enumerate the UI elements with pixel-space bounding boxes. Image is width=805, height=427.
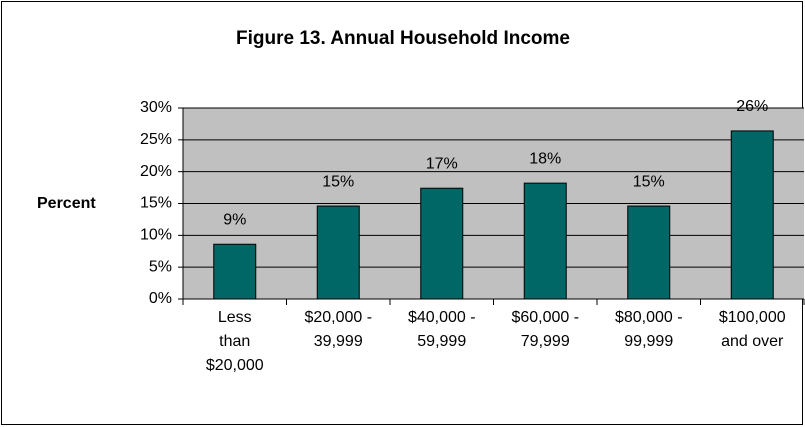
- y-tick-label: 10%: [140, 227, 172, 244]
- x-tick-label: $80,000 - 99,999: [614, 309, 683, 350]
- x-tick-label-box: $40,000 - 59,999: [407, 309, 476, 350]
- data-label: 18%: [529, 150, 561, 167]
- x-tick-label: $40,000 - 59,999: [407, 309, 476, 350]
- data-label: 15%: [633, 173, 665, 190]
- x-tick-label-box: $100,000 and over: [718, 309, 786, 350]
- y-tick-label: 5%: [149, 258, 172, 275]
- x-tick-label: $100,000 and over: [718, 309, 786, 350]
- bar: [730, 130, 774, 300]
- data-label: 15%: [322, 173, 354, 190]
- x-tick-label-box: Less than $20,000: [205, 309, 264, 374]
- chart-title: Figure 13. Annual Household Income: [236, 28, 570, 49]
- y-tick-label: 30%: [140, 99, 172, 116]
- bar: [627, 205, 671, 300]
- y-axis-label: Percent: [37, 195, 96, 212]
- y-tick-label: 25%: [140, 131, 172, 148]
- bar: [316, 205, 360, 300]
- bar: [213, 243, 257, 300]
- x-tick-label: $60,000 - 79,999: [511, 309, 580, 350]
- data-label: 17%: [426, 155, 458, 172]
- data-label: 26%: [736, 98, 768, 115]
- x-tick-label-box: $80,000 - 99,999: [614, 309, 683, 350]
- y-tick-label: 20%: [140, 163, 172, 180]
- y-tick-label: 15%: [140, 195, 172, 212]
- bar: [420, 187, 464, 300]
- y-tick-label: 0%: [149, 290, 172, 307]
- x-tick-label-box: $60,000 - 79,999: [511, 309, 580, 350]
- x-tick-label-box: $20,000 - 39,999: [304, 309, 373, 350]
- x-tick-label: $20,000 - 39,999: [304, 309, 373, 350]
- x-tick-label: Less than $20,000: [205, 309, 264, 374]
- bar: [523, 182, 567, 300]
- data-label: 9%: [223, 211, 246, 228]
